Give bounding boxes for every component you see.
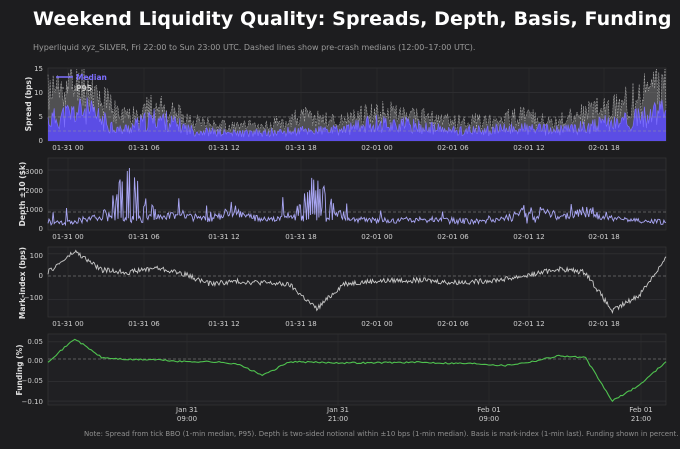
- funding-xtick: 09:00: [479, 415, 499, 423]
- basis-ytick: 100: [30, 252, 43, 260]
- spread-median-band: [48, 97, 666, 141]
- funding-ylabel: Funding (%): [15, 344, 24, 395]
- funding-line: [47, 338, 667, 403]
- spread-p95-line: [47, 68, 667, 133]
- spread-ylabel: Spread (bps): [24, 77, 33, 132]
- depth-ytick: 3000: [25, 168, 43, 176]
- spread-xtick: 02-01 06: [437, 144, 469, 152]
- depth-xtick: 01-31 00: [52, 233, 83, 241]
- depth-xtick: 01-31 18: [285, 233, 316, 241]
- funding-xtick: Feb 01: [629, 406, 653, 414]
- panel-funding: 0.05 0.00 −0.05 −0.10 Funding (%) Jan 31…: [15, 333, 667, 423]
- funding-xtick: 21:00: [328, 415, 348, 423]
- spread-ytick: 0: [39, 137, 43, 145]
- chart-subtitle: Hyperliquid xyz_SILVER, Fri 22:00 to Sun…: [33, 43, 476, 52]
- basis-xtick: 01-31 12: [208, 320, 239, 328]
- basis-ytick: 0: [39, 272, 43, 280]
- basis-xtick: 02-01 00: [361, 320, 392, 328]
- panel-basis: 100 0 −100 Mark-index (bps) 01-31 00 01-3…: [18, 246, 667, 328]
- panel-depth: 3000 2000 1000 0 Depth ±10 ($k) 01-31 00…: [18, 157, 667, 241]
- funding-ytick: 0.05: [27, 338, 43, 346]
- depth-xtick: 02-01 00: [361, 233, 392, 241]
- basis-xtick: 01-31 18: [285, 320, 316, 328]
- funding-xtick: 09:00: [177, 415, 197, 423]
- spread-xtick: 01-31 12: [208, 144, 239, 152]
- depth-xtick: 02-01 12: [513, 233, 544, 241]
- spread-ytick: 10: [34, 89, 43, 97]
- funding-xtick: 21:00: [631, 415, 651, 423]
- depth-ytick: 0: [39, 225, 43, 233]
- funding-xtick: Feb 01: [477, 406, 501, 414]
- depth-xtick: 01-31 06: [128, 233, 160, 241]
- basis-line: [47, 249, 667, 314]
- basis-xtick: 02-01 12: [513, 320, 544, 328]
- spread-median-line: [47, 97, 667, 138]
- basis-ylabel: Mark-index (bps): [18, 247, 27, 319]
- depth-xtick: 01-31 12: [208, 233, 239, 241]
- depth-ylabel: Depth ±10 ($k): [18, 162, 27, 227]
- spread-xtick: 02-01 18: [588, 144, 619, 152]
- depth-xtick: 02-01 06: [437, 233, 469, 241]
- chart-title: Weekend Liquidity Quality: Spreads, Dept…: [33, 8, 672, 30]
- basis-xtick: 01-31 00: [52, 320, 83, 328]
- spread-ytick: 5: [39, 113, 43, 121]
- spread-xtick: 01-31 06: [128, 144, 160, 152]
- depth-line: [47, 167, 667, 227]
- funding-xtick: Jan 31: [326, 406, 349, 414]
- legend-median: Median: [76, 73, 107, 82]
- spread-xtick: 01-31 00: [52, 144, 83, 152]
- funding-ytick: 0.00: [27, 357, 43, 365]
- panel-spread: 15 10 5 0 Spread (bps) Median P95 01-31 …: [24, 65, 667, 152]
- basis-xtick: 02-01 18: [588, 320, 619, 328]
- depth-ytick: 2000: [25, 187, 43, 195]
- basis-ytick: −100: [24, 294, 43, 302]
- basis-xtick: 02-01 06: [437, 320, 469, 328]
- basis-xtick: 01-31 06: [128, 320, 160, 328]
- spread-xtick: 02-01 00: [361, 144, 392, 152]
- spread-xtick: 02-01 12: [513, 144, 544, 152]
- funding-xtick: Jan 31: [175, 406, 198, 414]
- spread-xtick: 01-31 18: [285, 144, 316, 152]
- legend-p95: P95: [76, 84, 92, 93]
- funding-ytick: −0.10: [22, 398, 43, 406]
- funding-ytick: −0.05: [22, 377, 43, 385]
- depth-xtick: 02-01 18: [588, 233, 619, 241]
- spread-ytick: 15: [34, 65, 43, 73]
- depth-ytick: 1000: [25, 206, 43, 214]
- chart-note: Note: Spread from tick BBO (1-min median…: [84, 430, 679, 438]
